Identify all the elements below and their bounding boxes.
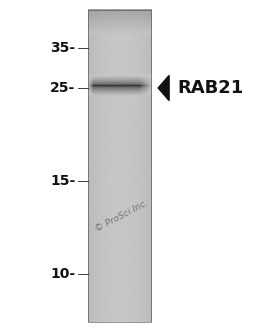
Text: © ProSci Inc.: © ProSci Inc.: [93, 198, 150, 234]
Polygon shape: [158, 75, 169, 101]
Text: 15-: 15-: [50, 174, 76, 188]
Bar: [88, 10, 151, 322]
Text: 25-: 25-: [50, 81, 76, 95]
Text: RAB21: RAB21: [178, 79, 244, 97]
Text: 10-: 10-: [50, 267, 76, 281]
Text: 35-: 35-: [50, 41, 76, 55]
